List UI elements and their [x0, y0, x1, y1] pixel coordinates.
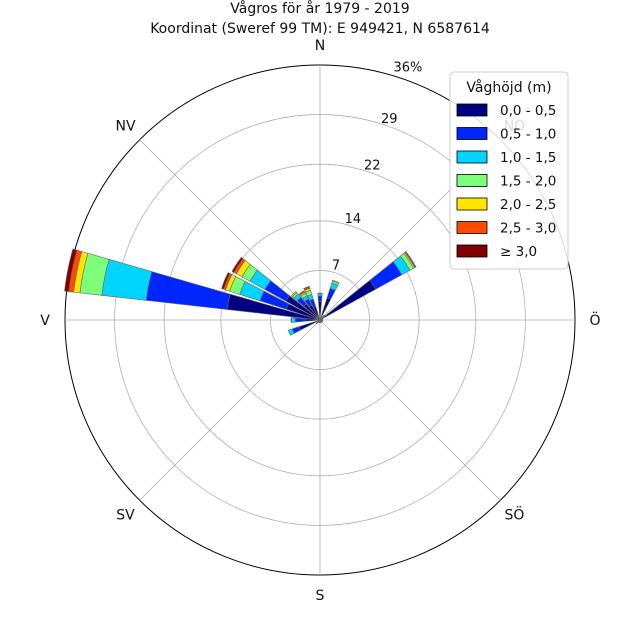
rose-bar-segment — [231, 256, 244, 273]
rose-bar-segment — [317, 295, 323, 302]
rose-bar-segment — [298, 290, 305, 295]
rose-bars — [64, 248, 417, 336]
direction-label-4: S — [316, 588, 325, 604]
rose-bar-segment — [317, 292, 323, 295]
direction-label-0: N — [315, 38, 325, 54]
radial-tick-labels: 7 14 22 29 36% — [332, 61, 423, 274]
legend: Våghöjd (m) 0,0 - 0,5 0,5 - 1,0 1,0 - 1,5 1… — [449, 71, 569, 270]
legend-label: 2,5 - 3,0 — [500, 221, 556, 237]
rose-bar-segment — [291, 317, 296, 323]
legend-items: 0,0 - 0,5 0,5 - 1,0 1,0 - 1,5 1,5 - 2,0 2,0 … — [456, 103, 556, 260]
direction-label-2: Ö — [589, 311, 600, 329]
radial-tick-label: 29 — [381, 112, 398, 127]
legend-swatch — [456, 174, 488, 187]
legend-swatch — [456, 103, 488, 117]
legend-label: 2,0 - 2,5 — [500, 197, 556, 213]
legend-swatch — [456, 244, 488, 258]
rose-bar-segment — [287, 328, 295, 336]
chart-subtitle: Koordinat (Sweref 99 TM): E 949421, N 65… — [150, 21, 490, 37]
rose-bar-segment — [321, 320, 324, 322]
rose-bar-segment — [290, 290, 298, 298]
rose-bar-segment — [64, 248, 78, 292]
rose-bar-segment — [320, 320, 323, 323]
rose-bar-segment — [145, 271, 231, 310]
grid-spoke — [139, 319, 321, 501]
legend-label: 1,5 - 2,0 — [500, 174, 556, 190]
legend-swatch — [456, 150, 488, 164]
legend-label: 1,0 - 1,5 — [500, 150, 556, 166]
direction-label-3: SÖ — [505, 505, 525, 523]
legend-label: ≥ 3,0 — [500, 244, 537, 260]
direction-label-7: NV — [116, 119, 136, 135]
rose-bar-segment — [303, 285, 310, 290]
radial-tick-label: 7 — [332, 258, 340, 273]
legend-swatch — [456, 197, 488, 211]
radial-tick-label: 14 — [345, 212, 362, 227]
rose-bar-segment — [321, 318, 324, 320]
rose-bar-segment — [290, 317, 293, 323]
legend-box — [449, 71, 569, 270]
polar-grid — [64, 64, 576, 576]
legend-swatch — [456, 221, 488, 234]
direction-label-5: SV — [116, 507, 135, 523]
legend-title: Våghöjd (m) — [466, 79, 551, 96]
rose-bar-segment — [101, 258, 153, 301]
legend-swatch — [456, 127, 488, 140]
rose-bar-segment — [332, 279, 340, 284]
rose-bar-segment — [294, 317, 307, 323]
rose-bar-segment — [315, 321, 319, 325]
grid-spoke — [139, 139, 321, 321]
radial-tick-label: 22 — [364, 159, 381, 174]
rose-bar-segment — [404, 251, 417, 268]
rose-bar-segment — [318, 321, 320, 324]
legend-label: 0,0 - 0,5 — [500, 103, 556, 119]
chart-title: Vågros för år 1979 - 2019 — [230, 0, 409, 17]
legend-label: 0,5 - 1,0 — [500, 127, 556, 143]
radial-tick-label: 36% — [393, 61, 422, 76]
direction-label-6: V — [40, 313, 50, 329]
rose-bar-segment — [320, 321, 322, 324]
grid-spoke — [319, 319, 501, 501]
rose-bar-segment — [221, 272, 231, 290]
